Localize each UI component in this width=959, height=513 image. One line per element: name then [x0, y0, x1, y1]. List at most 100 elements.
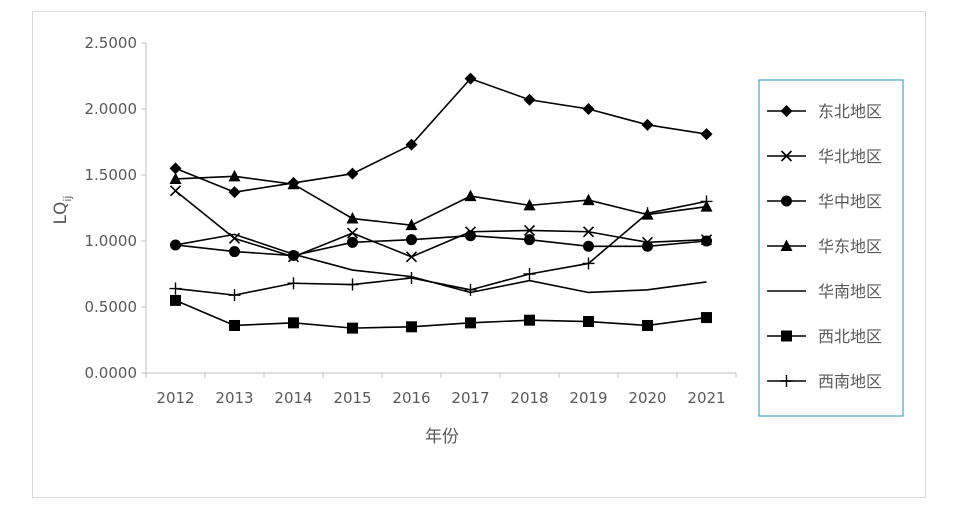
series-4 [169, 169, 713, 231]
x-tick-label: 2020 [628, 389, 666, 407]
x-tick-label: 2012 [156, 389, 194, 407]
legend-swatch-marker [781, 195, 792, 207]
series-7 [169, 195, 713, 302]
data-point [229, 246, 240, 258]
y-tick-label: 1.5000 [85, 166, 138, 184]
data-point [582, 103, 595, 115]
legend-item-1: 东北地区 [767, 102, 882, 121]
data-point [228, 169, 241, 182]
data-point [642, 240, 653, 252]
legend-swatch-marker [780, 105, 793, 117]
data-point [464, 283, 477, 296]
y-tick-label: 0.0000 [85, 364, 138, 382]
legend-label: 西北地区 [818, 327, 882, 346]
data-point [700, 195, 713, 208]
data-point [523, 268, 536, 280]
data-point [582, 257, 595, 270]
legend-item-6: 西北地区 [767, 327, 882, 346]
data-point [406, 234, 417, 246]
data-point [346, 212, 359, 224]
data-point [346, 167, 359, 180]
data-point [405, 251, 418, 263]
legend-item-2: 华北地区 [767, 147, 882, 166]
x-tick-label: 2018 [510, 389, 548, 407]
data-point [169, 172, 182, 184]
data-point [465, 317, 476, 329]
data-point [583, 240, 594, 252]
data-point [229, 319, 240, 331]
series-line [174, 190, 707, 258]
data-point [701, 235, 712, 247]
data-point [287, 177, 300, 190]
x-tick-label: 2017 [451, 389, 489, 407]
data-point [524, 314, 535, 326]
x-tick-label: 2015 [333, 389, 371, 407]
series-line [175, 234, 707, 257]
legend-swatch-marker [781, 330, 792, 342]
x-tick-label: 2013 [215, 389, 253, 407]
x-tick-label: 2019 [569, 389, 607, 407]
legend-label: 华南地区 [818, 282, 882, 301]
legend-label: 东北地区 [818, 102, 882, 121]
data-point [700, 128, 713, 141]
legend-swatch-marker [780, 375, 793, 387]
data-point [406, 321, 417, 333]
data-point [346, 278, 359, 291]
series-2 [169, 185, 713, 263]
legend-swatch-marker [780, 150, 793, 162]
y-axis-title-sub: ij [61, 196, 74, 202]
legend-label: 华东地区 [818, 237, 882, 256]
data-point [524, 234, 535, 246]
x-tick-label: 2021 [687, 389, 725, 407]
y-tick-label: 0.5000 [85, 298, 138, 316]
y-tick-label: 2.0000 [85, 100, 138, 118]
data-point [228, 186, 241, 199]
data-point [523, 224, 536, 237]
series-line [175, 200, 707, 296]
legend-item-7: 西南地区 [767, 372, 882, 391]
legend-swatch-marker [780, 239, 793, 251]
data-point [405, 218, 418, 231]
legend-label: 华中地区 [818, 192, 882, 211]
data-point [582, 193, 595, 206]
axes: 0.0000 0.5000 1.0000 1.5000 2.0000 2.5000 2012… [85, 34, 737, 407]
series-3 [170, 230, 712, 262]
data-point [641, 207, 654, 220]
data-point [523, 198, 536, 211]
data-point [464, 189, 477, 202]
data-point [287, 277, 300, 290]
data-point [169, 282, 182, 295]
y-axis-title: LQij [51, 196, 74, 225]
data-point [346, 227, 359, 239]
data-point [288, 317, 299, 329]
series-line [175, 175, 707, 226]
data-point [523, 93, 536, 106]
series-6 [170, 294, 712, 334]
data-point [169, 162, 182, 175]
y-tick-label: 1.0000 [85, 232, 138, 250]
data-point [170, 294, 181, 306]
data-point [405, 138, 418, 151]
series-line [175, 299, 707, 329]
y-axis-title-main: LQ [51, 202, 71, 225]
series-line [175, 77, 707, 193]
data-point [583, 316, 594, 328]
data-point [641, 118, 654, 131]
data-point [405, 271, 418, 284]
data-point [582, 226, 595, 238]
legend-item-4: 华东地区 [767, 237, 882, 256]
series-layer [169, 72, 713, 334]
legend-item-5: 华南地区 [767, 282, 882, 301]
data-point [228, 289, 241, 302]
x-tick-label: 2014 [274, 389, 312, 407]
data-point [465, 230, 476, 242]
data-point [169, 185, 182, 197]
data-point [701, 312, 712, 324]
data-point [642, 319, 653, 331]
legend-label: 西南地区 [818, 372, 882, 391]
legend-label: 华北地区 [818, 147, 882, 166]
y-tick-label: 2.5000 [85, 34, 138, 52]
x-tick-label: 2016 [392, 389, 430, 407]
